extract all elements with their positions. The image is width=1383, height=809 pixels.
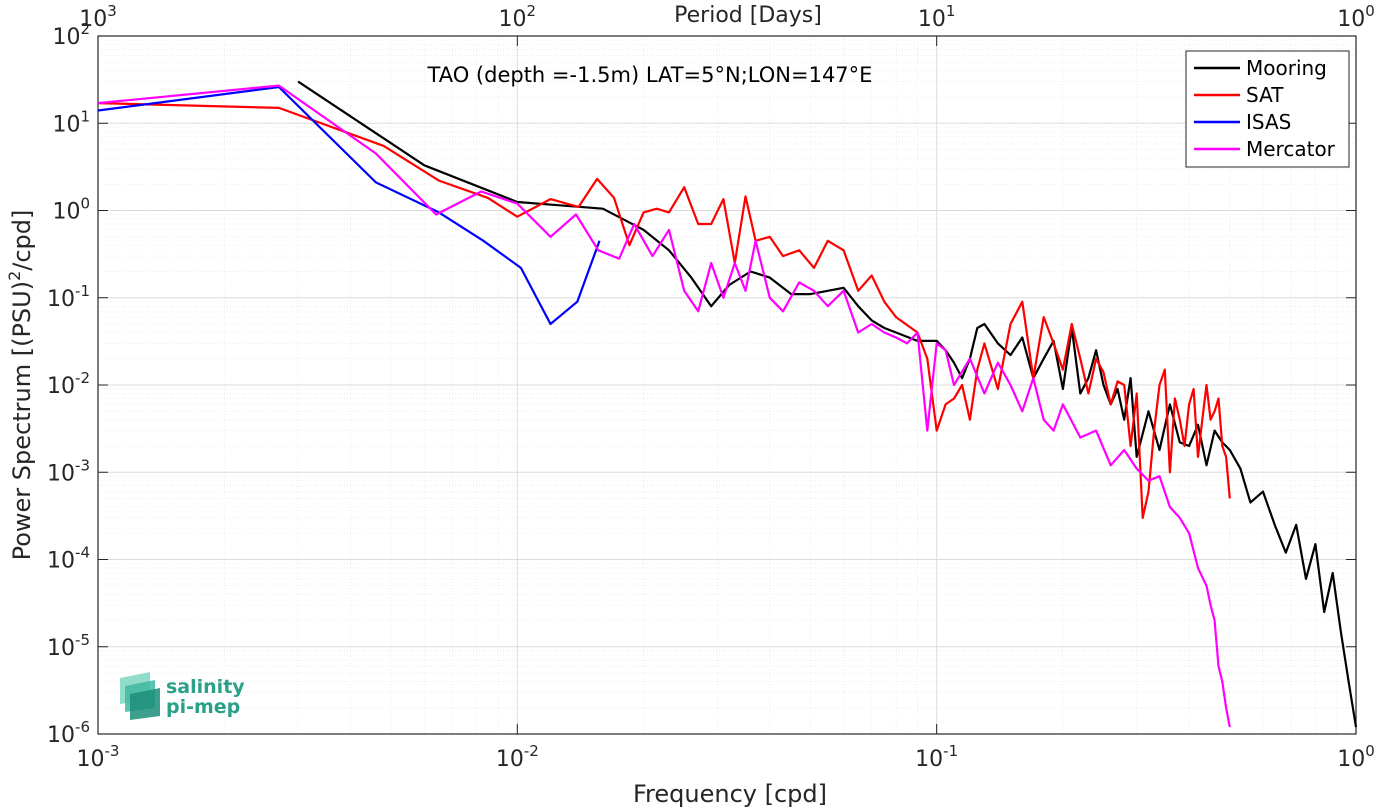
top-tick-label: 101 xyxy=(918,2,956,32)
y-tick-label: 102 xyxy=(52,20,90,50)
x-tick-label: 100 xyxy=(1337,742,1375,772)
top-tick-label: 102 xyxy=(499,2,537,32)
y-axis-label-main: Power Spectrum [(PSU) xyxy=(8,281,36,560)
logo-text-pimep: pi-mep xyxy=(166,696,240,718)
logo-text-salinity: salinity xyxy=(166,676,245,698)
legend-label-mooring: Mooring xyxy=(1246,56,1327,80)
x-tick-label: 10-2 xyxy=(496,742,539,772)
x-tick-label: 10-3 xyxy=(77,742,120,772)
legend-label-mercator: Mercator xyxy=(1246,137,1336,161)
x-axis-label: Frequency [cpd] xyxy=(633,780,827,808)
y-tick-label: 101 xyxy=(52,107,90,137)
series-line-mooring xyxy=(297,80,1358,728)
y-tick-label: 100 xyxy=(52,195,90,225)
chart-title: TAO (depth =-1.5m) LAT=5°N;LON=147°E xyxy=(427,63,873,87)
y-tick-label: 10-3 xyxy=(47,456,90,486)
y-tick-label: 10-1 xyxy=(47,282,90,312)
series-lines xyxy=(97,80,1358,728)
y-tick-label: 10-4 xyxy=(47,544,90,574)
axis-ticks: 10-3 10-2 10-1 100 10-6 10-5 10-4 10-3 10-2 10-1 1… xyxy=(47,2,1375,772)
series-line-sat xyxy=(97,102,1231,520)
grid-lines xyxy=(98,36,1356,734)
y-axis-label: Power Spectrum [(PSU)2/cpd] xyxy=(5,210,36,561)
top-tick-label: 103 xyxy=(79,2,117,32)
logo-layer-front xyxy=(130,688,160,720)
y-axis-label-sup: 2 xyxy=(5,271,24,281)
y-axis-label-tail: /cpd] xyxy=(8,210,36,271)
x-tick-label: 10-1 xyxy=(915,742,958,772)
legend-label-isas: ISAS xyxy=(1246,110,1291,134)
legend: Mooring SAT ISAS Mercator xyxy=(1185,50,1350,168)
series-line-mercator xyxy=(97,84,1231,728)
y-tick-label: 10-6 xyxy=(47,718,90,748)
salinity-pi-mep-logo: salinity pi-mep xyxy=(120,672,245,720)
legend-box xyxy=(1185,50,1350,168)
top-tick-label: 100 xyxy=(1337,2,1375,32)
series-line-isas xyxy=(97,85,601,326)
y-tick-label: 10-5 xyxy=(47,631,90,661)
y-tick-label: 10-2 xyxy=(47,369,90,399)
top-axis-label: Period [Days] xyxy=(674,3,822,28)
legend-label-sat: SAT xyxy=(1246,83,1284,107)
